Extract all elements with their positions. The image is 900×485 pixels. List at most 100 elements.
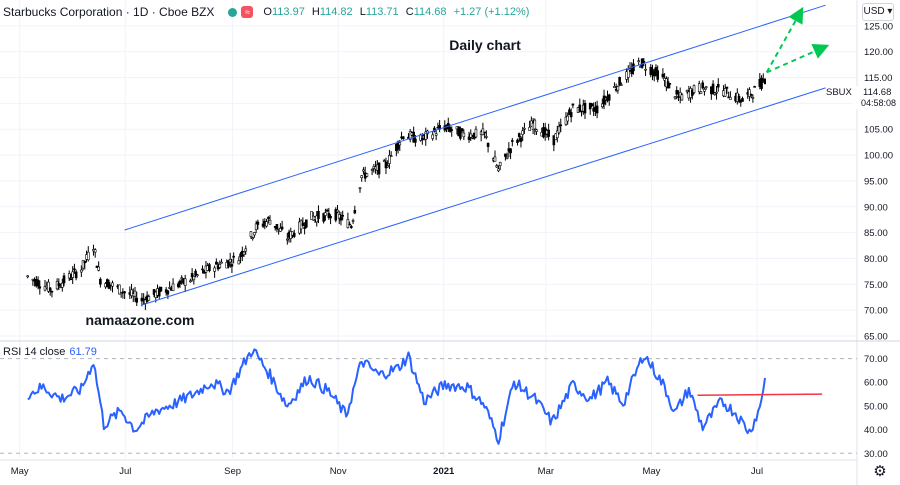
candle-body	[168, 287, 171, 289]
candle-body	[414, 138, 417, 143]
candle-body	[237, 260, 241, 265]
candle-body	[348, 223, 351, 226]
candle-body	[601, 103, 604, 108]
forecast-arrows	[765, 6, 830, 74]
candle-body	[528, 127, 531, 131]
candle-body	[317, 210, 320, 219]
candle-body	[620, 84, 623, 86]
candle-body	[244, 248, 248, 252]
candle-body	[362, 169, 365, 172]
candle-body	[401, 136, 405, 139]
rsi-tick-label: 50.00	[864, 401, 888, 412]
candle-body	[711, 83, 715, 94]
candle-body	[434, 133, 438, 136]
close-value: 114.68	[413, 6, 447, 18]
watermark-annotation: namaazone.com	[86, 312, 195, 328]
alert-badge-icon[interactable]: ≈	[241, 6, 254, 18]
rsi-tick-label: 40.00	[864, 425, 888, 436]
candle-body	[386, 165, 389, 168]
candle-body	[38, 286, 42, 289]
symbol-title[interactable]: Starbucks Corporation · 1D · Cboe BZX	[3, 5, 215, 19]
candle-body	[521, 130, 524, 135]
settings-gear-icon[interactable]: ⚙	[873, 463, 887, 480]
time-axis[interactable]: May Jul Sep Nov 2021 Mar May Jul	[11, 466, 763, 477]
candle-body	[616, 86, 620, 91]
candle-body	[462, 132, 466, 138]
currency-select[interactable]: USD ▾	[862, 3, 894, 21]
candle-body	[583, 102, 587, 114]
candle-body	[571, 103, 575, 106]
candle-body	[729, 97, 732, 100]
rsi-tick-label: 70.00	[864, 354, 888, 365]
candle-body	[351, 220, 355, 222]
candle-body	[83, 260, 87, 264]
time-tick-label: Nov	[330, 466, 347, 477]
candle-body	[118, 284, 121, 295]
candle-body	[36, 279, 40, 287]
candle-body	[286, 238, 289, 241]
candle-body	[329, 216, 332, 219]
candle-body	[301, 222, 305, 226]
candle-body	[467, 136, 471, 140]
close-label: C	[405, 6, 414, 18]
candle-body	[569, 111, 573, 118]
candle-body	[61, 282, 64, 288]
candle-body	[292, 232, 296, 237]
candle-body	[626, 68, 630, 78]
candle-body	[157, 288, 161, 297]
rsi-axis[interactable]: 30.00 40.00 50.00 60.00 70.00	[0, 354, 888, 460]
candle-body	[232, 255, 235, 258]
candle-body	[421, 138, 424, 140]
candle-body	[135, 297, 139, 303]
candle-body	[249, 231, 253, 237]
time-tick-label: Jul	[751, 466, 763, 477]
candle-body	[183, 278, 187, 286]
price-axis[interactable]: 65.00 70.00 75.00 80.00 85.00 90.00 95.00 100.0…	[864, 21, 893, 342]
rsi-legend[interactable]: RSI 14 close 61.79	[3, 346, 97, 358]
candle-body	[751, 96, 755, 99]
candle-body	[535, 129, 538, 132]
candle-body	[644, 68, 647, 71]
candle-body	[325, 209, 329, 212]
candle-body	[697, 83, 701, 93]
candle-body	[590, 103, 594, 106]
candle-body	[716, 84, 720, 88]
candle-body	[350, 226, 353, 228]
candle-body	[43, 286, 47, 291]
candle-body	[111, 282, 114, 287]
candle-body	[516, 139, 519, 143]
gridlines	[0, 0, 858, 485]
candle-body	[254, 223, 258, 230]
candle-body	[280, 226, 284, 230]
rsi-title: RSI 14 close	[3, 346, 66, 358]
price-tick-label: 105.00	[864, 125, 893, 136]
candle-body	[178, 280, 182, 284]
candle-body	[73, 268, 76, 271]
high-label: H	[311, 6, 320, 18]
candle-body	[180, 277, 184, 280]
candle-body	[159, 286, 163, 292]
candle-body	[701, 82, 704, 89]
price-tick-label: 65.00	[864, 332, 888, 343]
candle-body	[431, 134, 434, 139]
candle-body	[388, 154, 391, 164]
candle-body	[171, 283, 175, 292]
candle-body	[256, 221, 260, 225]
candle-body	[533, 119, 537, 130]
rsi-value: 61.79	[69, 346, 97, 358]
candle-body	[566, 115, 569, 122]
candle-body	[62, 275, 66, 284]
candle-body	[303, 226, 306, 229]
candle-body	[680, 94, 684, 101]
candle-body	[723, 88, 727, 97]
candle-body	[220, 261, 223, 264]
symbol-tag: SBUX	[826, 87, 853, 98]
candle-body	[253, 232, 256, 236]
candle-body	[493, 156, 497, 162]
candle-body	[192, 276, 196, 281]
candle-body	[460, 128, 464, 132]
candle-body	[365, 173, 369, 177]
rsi-tick-label: 30.00	[864, 449, 888, 460]
price-tick-label: 115.00	[864, 73, 892, 84]
